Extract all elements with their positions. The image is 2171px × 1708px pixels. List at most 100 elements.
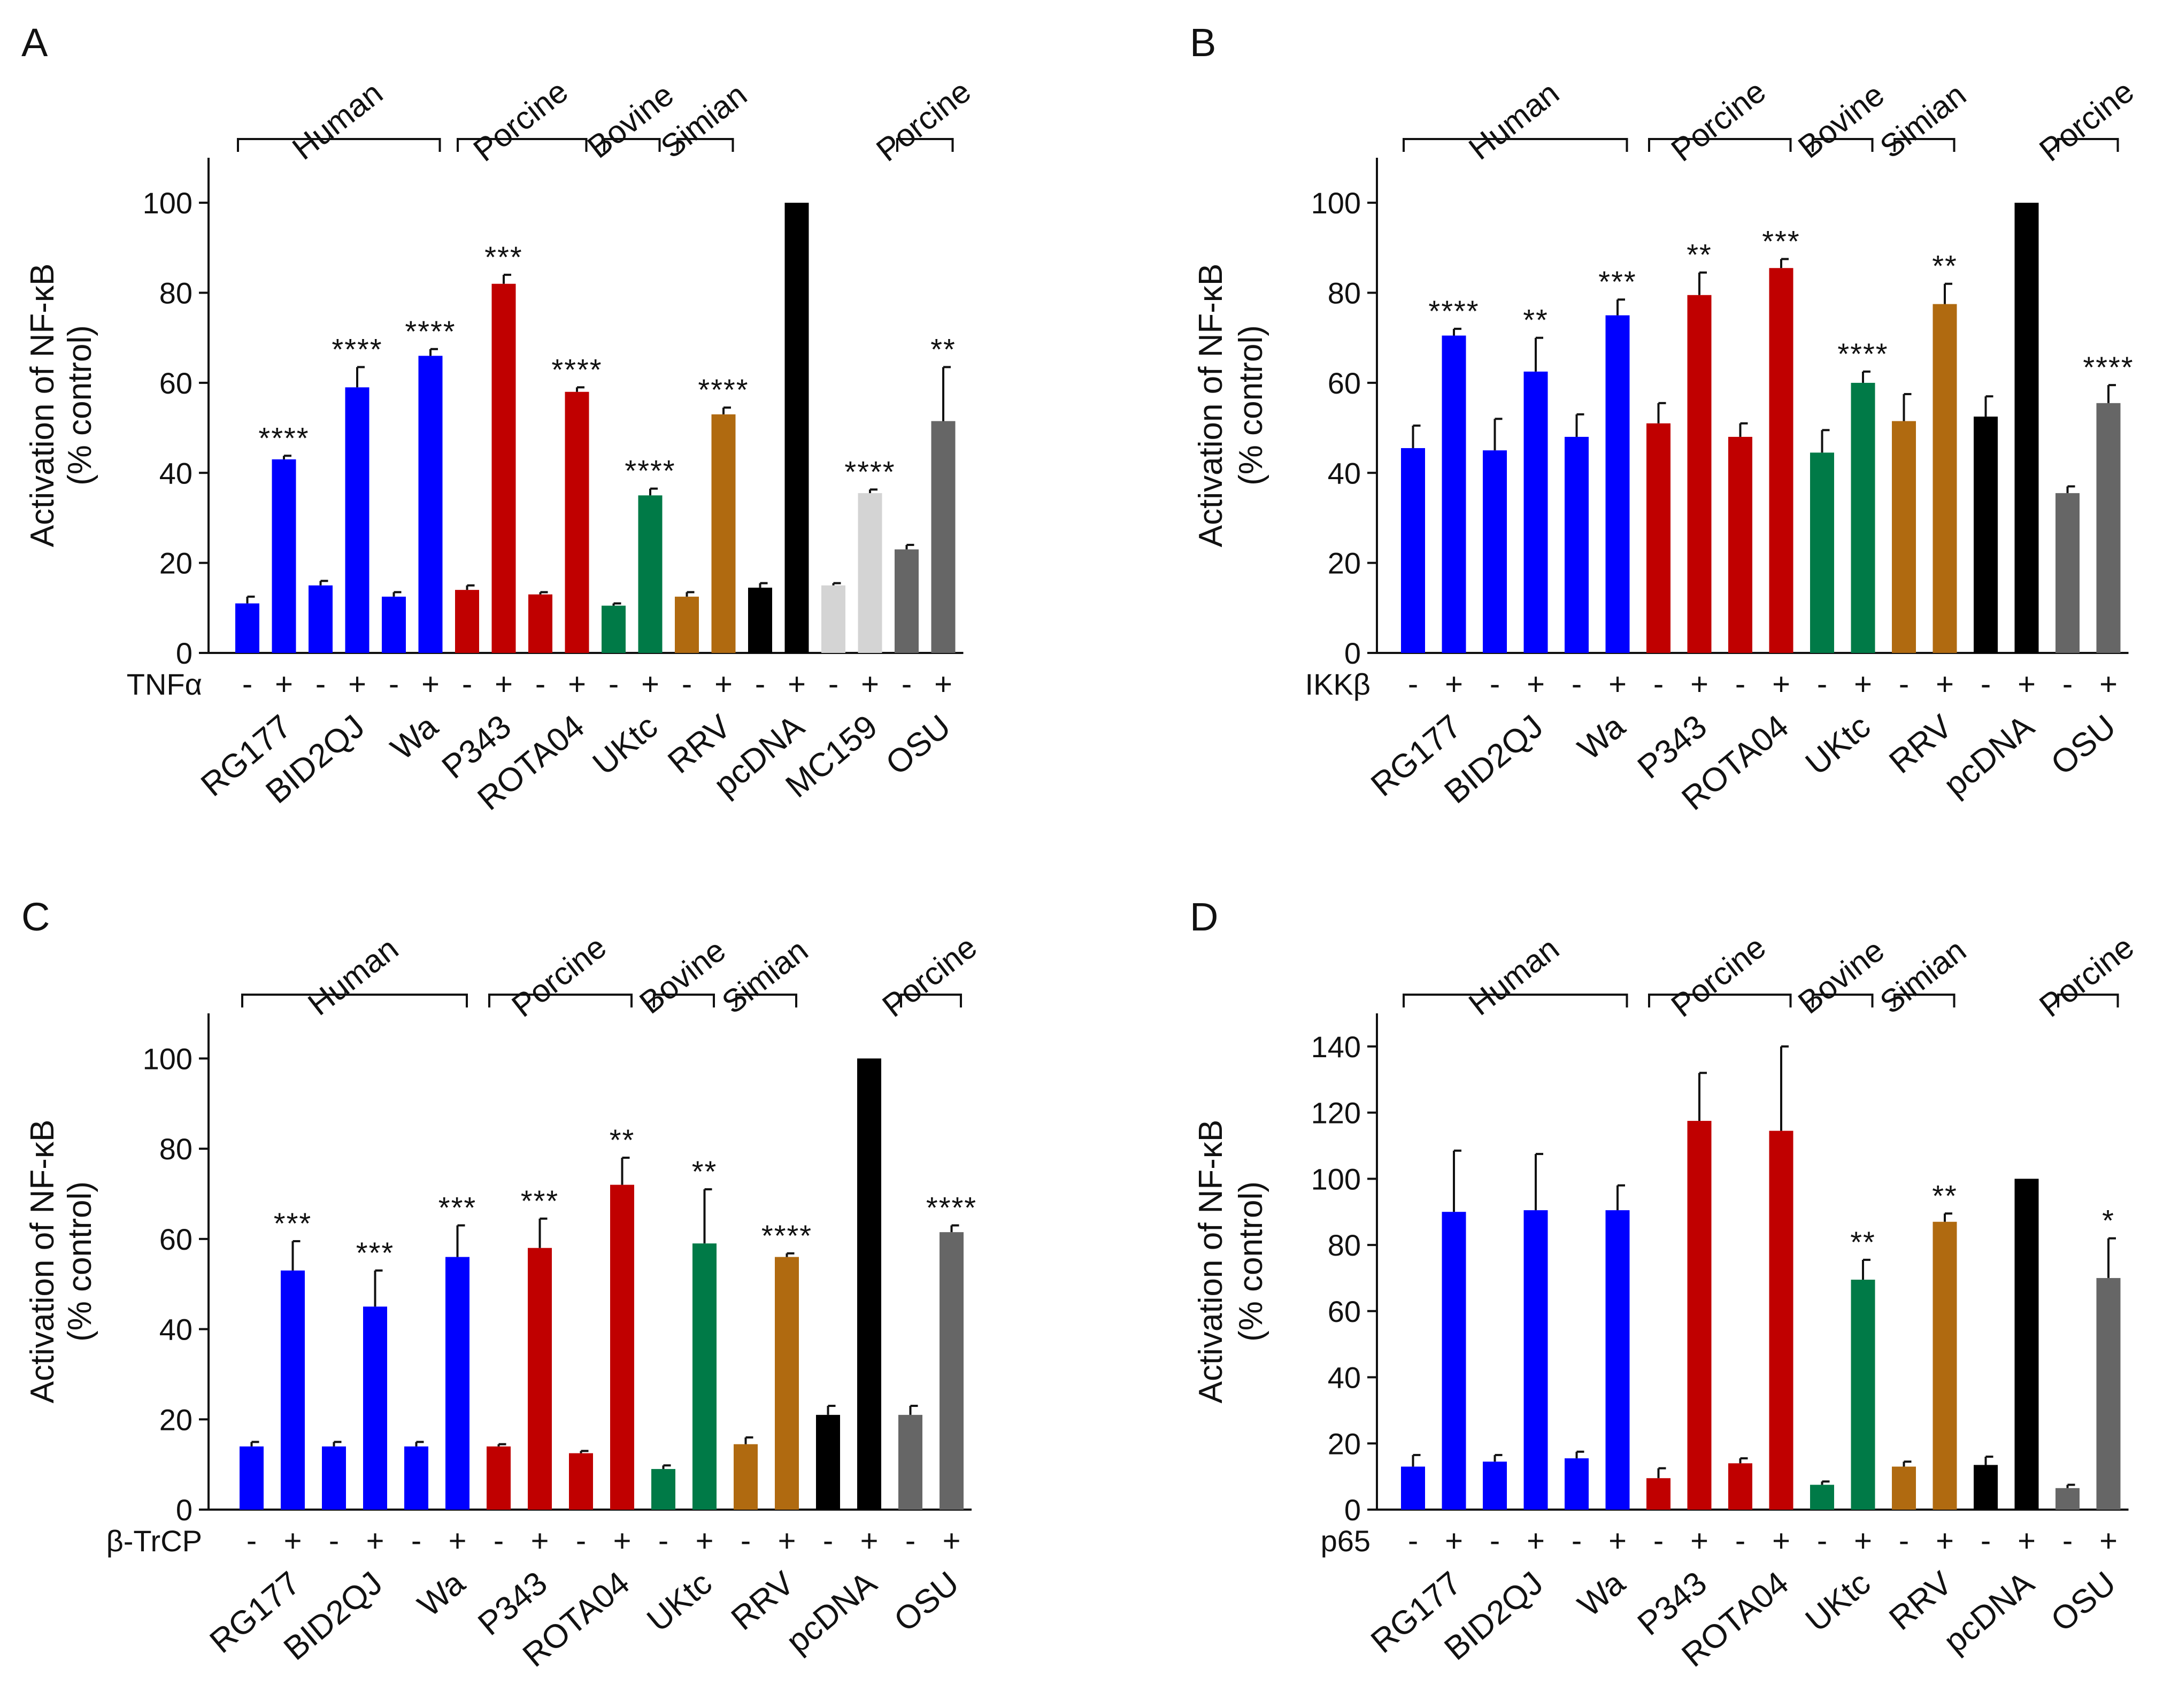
treatment-sign: - (576, 1524, 586, 1558)
treatment-sign: + (275, 667, 293, 702)
bar (1523, 1210, 1548, 1510)
significance-stars: * (2102, 1204, 2115, 1237)
species-bracket (603, 138, 661, 152)
significance-stars: **** (258, 421, 309, 455)
treatment-sign: + (495, 667, 513, 702)
bar (1851, 1280, 1875, 1510)
treatment-label: IKKβ (1305, 667, 1371, 701)
bar (2096, 1278, 2121, 1510)
y-tick-label: 80 (159, 276, 193, 310)
treatment-sign: - (1490, 667, 1500, 702)
bar (1646, 1478, 1670, 1510)
y-tick-label: 20 (159, 547, 193, 580)
treatment-sign: - (1735, 667, 1745, 702)
bar (1565, 1458, 1589, 1510)
significance-stars: ** (930, 332, 956, 366)
bar (1646, 423, 1670, 653)
treatment-sign: - (823, 1524, 833, 1558)
bar (1401, 1466, 1425, 1510)
significance-stars: **** (2083, 350, 2134, 384)
bar (487, 1446, 511, 1510)
treatment-sign: - (1981, 667, 1991, 702)
species-bracket (1648, 994, 1792, 1007)
bar (1687, 1121, 1712, 1510)
significance-stars: *** (438, 1191, 476, 1225)
y-tick-label: 80 (1328, 276, 1361, 310)
species-bracket (896, 138, 954, 152)
y-tick-label: 100 (1311, 186, 1361, 220)
treatment-sign: + (284, 1524, 302, 1558)
treatment-sign: + (1445, 1524, 1463, 1558)
y-tick-label: 60 (1328, 1295, 1361, 1328)
treatment-sign: - (2062, 1524, 2073, 1558)
treatment-sign: + (1854, 1524, 1872, 1558)
treatment-sign: - (1653, 1524, 1664, 1558)
significance-stars: ** (1687, 238, 1712, 272)
bar (1769, 1130, 1793, 1510)
y-tick-label: 100 (1311, 1162, 1361, 1196)
treatment-sign: - (1899, 667, 1909, 702)
treatment-sign: - (2062, 667, 2073, 702)
species-bracket (241, 994, 468, 1007)
bar (418, 356, 443, 653)
sample-label: UKtc (640, 1565, 719, 1639)
species-bracket (2057, 994, 2119, 1007)
treatment-label: TNFα (127, 667, 202, 701)
bar (711, 414, 736, 653)
bar (898, 1414, 922, 1510)
treatment-sign: + (860, 1524, 879, 1558)
species-label: Porcine (2033, 929, 2141, 1024)
bar (1605, 1210, 1630, 1510)
bar (2014, 1179, 2039, 1510)
treatment-sign: - (242, 667, 252, 702)
treatment-sign: + (1445, 667, 1463, 702)
y-axis-title: Activation of NF-κB (24, 264, 61, 548)
significance-stars: ** (1523, 303, 1549, 337)
sample-label: pcDNA (780, 1564, 884, 1660)
treatment-sign: - (329, 1524, 339, 1558)
treatment-sign: - (902, 667, 912, 702)
treatment-sign: - (494, 1524, 504, 1558)
treatment-sign: - (1981, 1524, 1991, 1558)
bar (651, 1469, 675, 1510)
bar (784, 203, 809, 653)
species-bracket (900, 994, 962, 1007)
treatment-sign: + (1772, 667, 1790, 702)
species-label: Simian (1873, 76, 1973, 165)
y-axis-title: Activation of NF-κB (1192, 264, 1229, 548)
bar (734, 1444, 758, 1510)
bar (565, 391, 589, 653)
bar (857, 1058, 881, 1510)
bar (675, 596, 699, 653)
bar (821, 585, 845, 653)
treatment-sign: - (1817, 667, 1827, 702)
sample-label: pcDNA (1937, 707, 2041, 804)
significance-stars: **** (844, 455, 895, 488)
bar (404, 1446, 428, 1510)
significance-stars: **** (625, 454, 675, 488)
significance-stars: *** (274, 1206, 312, 1240)
bar (1728, 1463, 1752, 1510)
bar (1728, 436, 1752, 653)
species-label: Human (1462, 75, 1566, 167)
treatment-sign: + (1936, 1524, 1954, 1558)
treatment-sign: - (1899, 1524, 1909, 1558)
significance-stars: *** (521, 1184, 559, 1218)
significance-stars: **** (761, 1219, 812, 1252)
bar (272, 459, 296, 653)
species-label: Human (1462, 930, 1566, 1022)
y-tick-label: 140 (1311, 1030, 1361, 1064)
species-label: Porcine (505, 929, 613, 1024)
panel-letter: A (21, 20, 48, 65)
bar (1933, 304, 1957, 653)
bar (281, 1270, 305, 1510)
panel-letter: B (1190, 20, 1216, 65)
treatment-label: p65 (1321, 1524, 1371, 1558)
bar (1974, 1465, 1998, 1510)
y-tick-label: 120 (1311, 1096, 1361, 1130)
y-tick-label: 40 (1328, 456, 1361, 490)
panel-c: C 0 20 40 60 80 100 Activation of NF-κB (% contr… (21, 895, 983, 1674)
bar (1933, 1221, 1957, 1510)
species-bracket (1893, 994, 1956, 1007)
